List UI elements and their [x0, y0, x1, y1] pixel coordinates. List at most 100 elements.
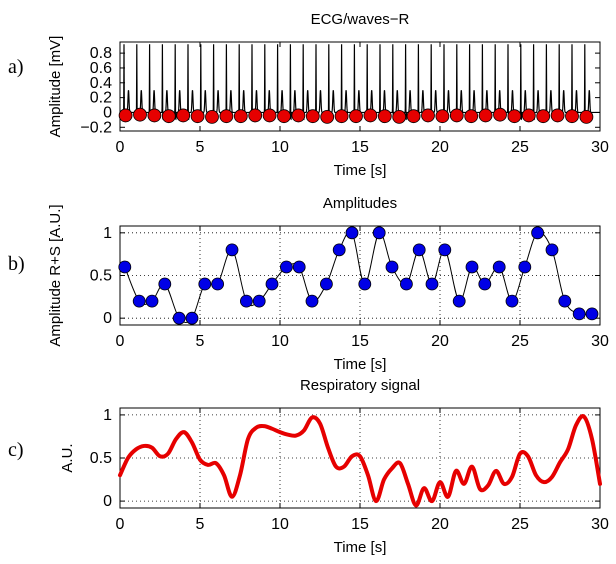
panel-a-y-tick-label: 0.4 [90, 75, 112, 92]
panel-a-r-wave-marker [521, 108, 536, 123]
panel-b-amplitude-marker [585, 307, 599, 321]
panel-b-amplitude-marker [332, 243, 346, 257]
panel-b-panel-label: b) [8, 253, 25, 275]
panel-a-r-wave-marker [190, 109, 205, 124]
panel-b-amplitude-marker [518, 260, 532, 274]
panel-a-r-wave-marker [161, 109, 176, 124]
panel-b-amplitude-marker [279, 260, 293, 274]
panel-b-amplitude-marker [425, 277, 439, 291]
panel-a-y-tick-label: 0.6 [90, 60, 112, 77]
panel-a-r-wave-marker [291, 108, 306, 123]
panel-b-y-tick-label: 1 [103, 225, 112, 242]
panel-c-y-tick-label: 0.5 [90, 450, 112, 467]
panel-a-x-axis-label: Time [s] [334, 162, 387, 179]
panel-b-title: Amplitudes [323, 195, 397, 212]
panel-c-y-tick-label: 1 [103, 407, 112, 424]
panel-a-r-wave-marker [406, 109, 421, 124]
panel-b-amplitude-marker [385, 260, 399, 274]
panel-b-x-tick-label: 5 [196, 333, 205, 350]
panel-b-x-tick-label: 15 [351, 333, 369, 350]
panel-b-x-tick-label: 30 [591, 333, 609, 350]
panel-a-r-wave-marker [133, 107, 147, 122]
panel-b-amplitude-marker [158, 277, 172, 291]
panel-a-r-wave-marker [147, 108, 162, 123]
panel-b-amplitude-marker [478, 277, 492, 291]
panel-a-r-wave-marker [118, 108, 133, 123]
panel-c-x-tick-label: 20 [431, 516, 449, 533]
panel-a-x-tick-label: 0 [116, 139, 125, 156]
panel-b-amplitude-marker [292, 260, 306, 274]
panel-a-r-wave-marker [320, 110, 335, 124]
panel-b-amplitude-marker [252, 294, 266, 308]
panel-b-amplitude-marker [265, 277, 279, 291]
panel-a-panel-label: a) [8, 56, 24, 78]
panel-b-amplitude-marker [438, 243, 452, 257]
panel-c-x-tick-label: 30 [591, 516, 609, 533]
panel-a-r-wave-marker [349, 109, 363, 124]
panel-b-amplitude-marker [452, 294, 466, 308]
panel-b-amplitude-marker [572, 307, 586, 321]
panel-c-x-tick-label: 10 [271, 516, 289, 533]
panel-c-x-tick-label: 25 [511, 516, 529, 533]
panel-b-amplitude-marker [545, 243, 559, 257]
panel-a-x-tick-label: 25 [511, 139, 529, 156]
panel-c-y-axis-label: A.U. [59, 443, 76, 472]
panel-a-x-tick-label: 10 [271, 139, 289, 156]
panel-b-amplitude-marker [465, 260, 479, 274]
panel-b-amplitude-marker [358, 277, 372, 291]
panel-b-amplitude-marker [345, 226, 359, 240]
panel-b-amplitude-marker [492, 260, 506, 274]
panel-b-amplitude-marker [372, 226, 386, 240]
panel-a-ecg-line [120, 44, 600, 121]
panel-b-amplitude-marker [319, 277, 333, 291]
panel-a-r-wave-marker [579, 110, 594, 124]
panel-b-amplitude-marker [211, 277, 225, 291]
panel-a-r-wave-marker [392, 110, 407, 124]
panel-b-amplitude-marker [145, 294, 159, 308]
panel-a-x-tick-label: 20 [431, 139, 449, 156]
panel-b-y-tick-label: 0 [103, 310, 112, 327]
panel-b-x-tick-label: 20 [431, 333, 449, 350]
panel-c-panel-label: c) [8, 439, 24, 461]
panel-a-r-wave-marker [435, 109, 450, 124]
panel-a-r-wave-marker [205, 110, 219, 124]
panel-b-x-axis-label: Time [s] [334, 356, 387, 373]
panel-a-r-wave-marker [421, 108, 435, 123]
panel-a-r-wave-marker [449, 108, 464, 123]
panel-a-x-tick-label: 30 [591, 139, 609, 156]
panel-a-r-wave-marker [233, 109, 248, 124]
panel-a-r-wave-marker [262, 108, 277, 123]
panel-a-r-wave-marker [536, 109, 551, 124]
panel-a-r-wave-marker [565, 109, 579, 124]
panel-b-x-tick-label: 10 [271, 333, 289, 350]
panel-a-r-wave-marker [363, 108, 378, 123]
panel-b-amplitude-marker [172, 311, 186, 325]
panel-c-respiratory-line [118, 414, 602, 508]
panel-a-r-wave-marker [464, 109, 479, 124]
panel-a-r-wave-marker [478, 108, 493, 123]
panel-b-x-tick-label: 25 [511, 333, 529, 350]
panel-a-r-wave-marker [305, 109, 320, 124]
panel-c-x-axis-label: Time [s] [334, 539, 387, 556]
panel-b-y-tick-label: 0.5 [90, 268, 112, 285]
panel-a-y-tick-label: 0 [103, 104, 112, 121]
panel-a-r-wave-marker [550, 108, 565, 123]
panel-a-y-axis-label: Amplitude [mV] [47, 36, 64, 138]
panel-a-x-tick-label: 15 [351, 139, 369, 156]
panel-c-x-tick-label: 15 [351, 516, 369, 533]
panel-c-y-tick-label: 0 [103, 493, 112, 510]
panel-a-r-wave-marker [176, 108, 191, 123]
panel-a-y-tick-label: 0.2 [90, 90, 112, 107]
panel-b-amplitude-marker [531, 226, 544, 240]
panel-b-amplitude-marker [132, 294, 146, 308]
panel-a-r-wave-marker [277, 109, 291, 124]
panel-a-r-wave-marker [334, 109, 349, 124]
panel-c-x-tick-label: 0 [116, 516, 125, 533]
panel-b-amplitude-marker [305, 294, 319, 308]
panel-a-r-wave-marker [248, 108, 263, 123]
panel-a-r-wave-marker [493, 107, 507, 122]
panel-a-r-wave-marker [507, 109, 522, 124]
panel-a-r-wave-marker [377, 109, 392, 124]
panel-c-title: Respiratory signal [300, 377, 420, 394]
